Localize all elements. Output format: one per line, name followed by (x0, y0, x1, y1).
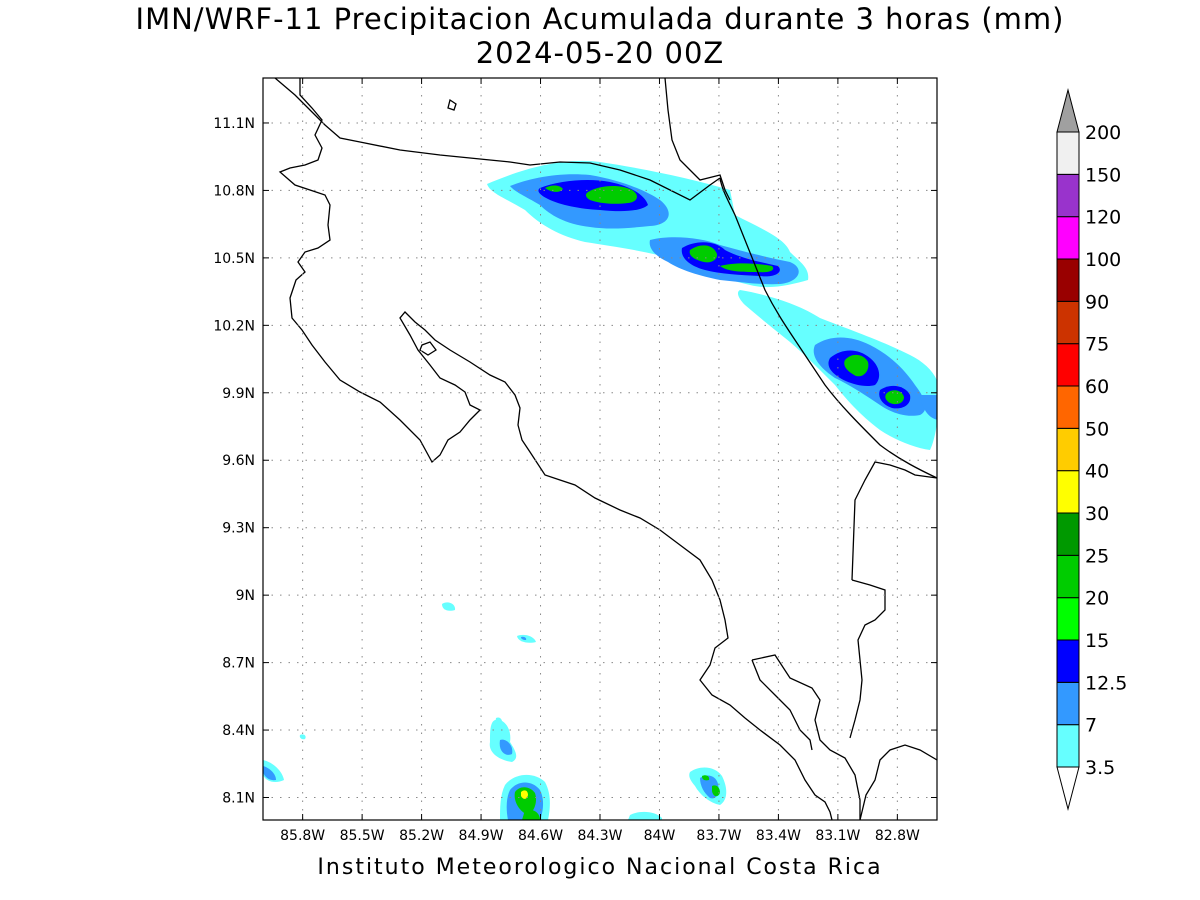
lat-tick-label: 8.7N (222, 656, 255, 672)
colorbar-label: 12.5 (1085, 672, 1127, 694)
lon-tick-label: 85.5W (340, 828, 385, 844)
lon-tick-label: 84.9W (459, 828, 504, 844)
lon-tick-label: 83.1W (815, 828, 860, 844)
colorbar-label: 50 (1085, 418, 1109, 440)
lat-tick-label: 9.3N (222, 521, 255, 537)
colorbar-bin (1056, 427, 1080, 472)
lon-tick-label: 83.4W (756, 828, 801, 844)
colorbar-bin (1056, 300, 1080, 345)
colorbar-bin (1056, 131, 1080, 175)
coastline-borders (274, 78, 937, 820)
lon-tick-label: 84W (644, 828, 676, 844)
precip-north-band (487, 160, 809, 288)
colorbar-label: 30 (1085, 503, 1109, 525)
colorbar-label: 7 (1085, 715, 1097, 737)
colorbar-label: 15 (1085, 630, 1109, 652)
colorbar-label: 75 (1085, 334, 1109, 356)
lon-tick-label: 84.6W (518, 828, 563, 844)
lat-tick-label: 9.9N (222, 386, 255, 402)
lat-tick-label: 10.2N (213, 318, 255, 334)
colorbar-label: 40 (1085, 461, 1109, 483)
colorbar-label: 100 (1085, 249, 1121, 271)
colorbar-over-arrow (1056, 88, 1080, 133)
colorbar-label: 150 (1085, 164, 1121, 186)
colorbar-bin (1056, 512, 1080, 556)
colorbar-bin (1056, 554, 1080, 599)
colorbar-bin (1056, 639, 1080, 683)
colorbar-bin (1056, 258, 1080, 302)
lat-tick-label: 8.1N (222, 791, 255, 807)
colorbar-bin (1056, 385, 1080, 429)
map-grid (263, 78, 937, 820)
lat-tick-label: 10.5N (213, 251, 255, 267)
chart-title: IMN/WRF-11 Precipitacion Acumulada duran… (135, 2, 1065, 36)
colorbar-label: 25 (1085, 545, 1109, 567)
precip-caribbean-band (737, 290, 937, 450)
colorbar-bin (1056, 173, 1080, 218)
colorbar-bin (1056, 470, 1080, 514)
colorbar-label: 90 (1085, 291, 1109, 313)
lon-tick-label: 85.8W (280, 828, 325, 844)
colorbar-bin (1056, 216, 1080, 260)
lon-tick-label: 82.8W (875, 828, 920, 844)
precip-south-cells (263, 602, 727, 820)
colorbar-under-arrow (1056, 766, 1080, 811)
colorbar-label: 20 (1085, 588, 1109, 610)
map-axes: 11.1N 10.8N 10.5N 10.2N 9.9N 9.6N 9.3N 9N 8.7N 8.… (213, 78, 937, 844)
lat-tick-label: 11.1N (213, 116, 255, 132)
lat-tick-label: 9N (236, 588, 255, 604)
lon-tick-label: 84.3W (577, 828, 622, 844)
lat-tick-label: 9.6N (222, 453, 255, 469)
colorbar-bin (1056, 597, 1080, 641)
lat-tick-label: 10.8N (213, 183, 255, 199)
lon-tick-label: 85.2W (399, 828, 444, 844)
lat-tick-label: 8.4N (222, 723, 255, 739)
precipitation-field (263, 160, 937, 820)
colorbar-label: 3.5 (1085, 757, 1115, 779)
colorbar-label: 120 (1085, 207, 1121, 229)
colorbar-bin (1056, 343, 1080, 387)
footer-credit: Instituto Meteorologico Nacional Costa R… (317, 855, 883, 880)
colorbar-bin (1056, 724, 1080, 768)
colorbar: 3.5 7 12.5 15 20 25 30 40 50 60 75 90 100 120 150 200 (1056, 88, 1127, 811)
chart-subtitle: 2024-05-20 00Z (475, 36, 725, 70)
colorbar-label: 200 (1085, 122, 1121, 144)
colorbar-bin (1056, 681, 1080, 726)
colorbar-label: 60 (1085, 376, 1109, 398)
lon-tick-label: 83.7W (696, 828, 741, 844)
